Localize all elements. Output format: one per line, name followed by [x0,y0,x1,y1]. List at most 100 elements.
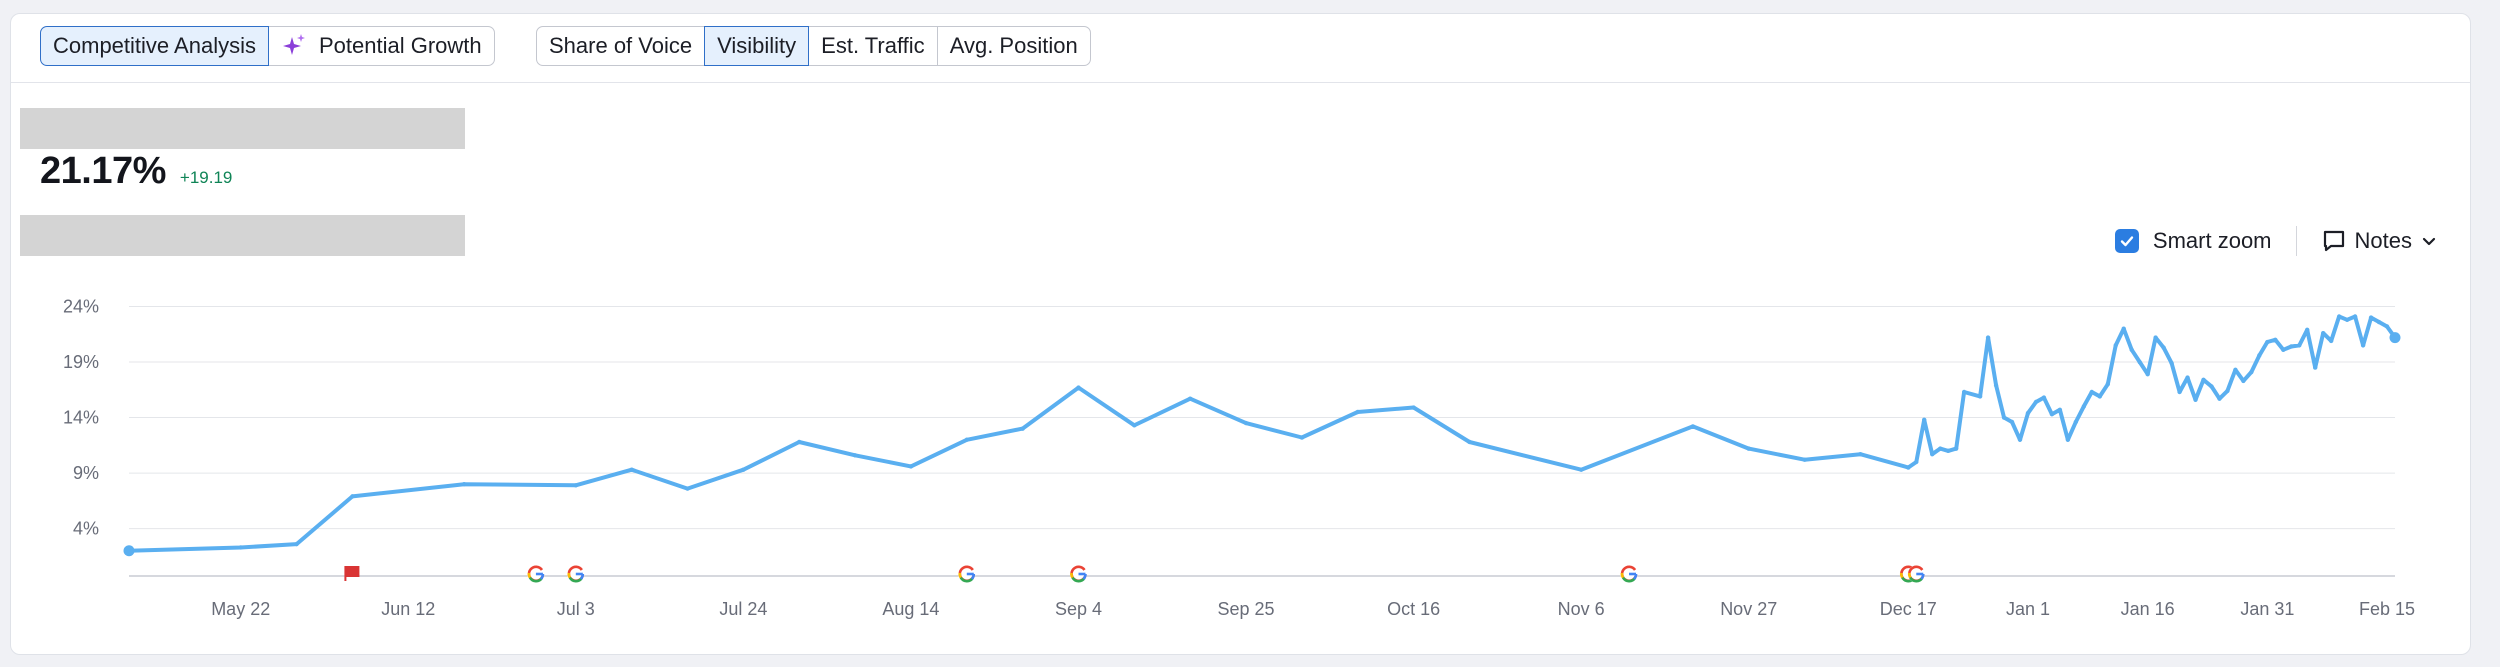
tab-competitive-analysis[interactable]: Competitive Analysis [40,26,269,66]
data-point [1467,439,1472,445]
x-axis-tick-label: Sep 4 [1055,599,1102,619]
data-point [2265,339,2270,345]
tab-visibility[interactable]: Visibility [704,26,810,66]
data-point [1977,394,1983,399]
data-point [2233,367,2238,372]
data-point [2065,437,2071,442]
data-point [2089,389,2095,395]
notes-dropdown[interactable]: Notes [2321,228,2438,254]
data-point [294,541,299,547]
x-axis-tick-label: Jan 31 [2240,599,2294,619]
visibility-chart[interactable]: 24% 19% 14% 9% 4% May 22 Jun 12 Jul 3 Jul 24 Aug … [11,14,2470,654]
data-point [2097,394,2102,399]
data-point [350,494,355,499]
data-point [1961,389,1967,395]
redacted-legend-block [20,215,465,256]
series-end-point[interactable] [2389,332,2401,344]
smart-zoom-checkbox[interactable] [2114,229,2139,253]
data-point [1930,451,1935,457]
toolbar: Competitive Analysis Potential Growth Sh… [11,14,2470,83]
tab-avg-position[interactable]: Avg. Position [936,26,1091,66]
note-flag-icon[interactable] [345,566,360,577]
tab-share-of-voice[interactable]: Share of Voice [536,26,706,66]
analysis-toggle: Competitive Analysis Potential Growth [40,26,495,66]
google-icon-arc-blue [1082,573,1087,580]
data-point [2257,353,2262,358]
data-point [1020,426,1025,431]
data-point [2336,314,2342,319]
data-point [2368,315,2374,320]
data-point [2185,375,2190,380]
x-axis-tick-label: Jan 1 [2006,599,2050,619]
data-point [797,439,802,445]
data-point [1299,435,1305,440]
x-axis-tick-label: Oct 16 [1387,599,1440,619]
data-point [2081,404,2087,409]
data-point [2121,326,2126,331]
data-point [964,437,969,442]
tab-label: Potential Growth [318,33,482,58]
x-axis-tick-label: Feb 15 [2359,599,2415,619]
notes-label: Notes [2354,228,2412,253]
chevron-down-icon [2422,237,2436,246]
smart-zoom-label[interactable]: Smart zoom [2152,228,2272,253]
data-point [2320,330,2326,336]
google-icon-arc-blue [1633,573,1638,580]
google-icon-arc-yellow [1070,572,1074,579]
x-axis-tick-label: Aug 14 [882,599,939,619]
tab-label: Share of Voice [549,33,693,58]
visibility-delta: +19.19 [179,168,233,187]
visibility-card: Competitive Analysis Potential Growth Sh… [10,13,2471,655]
google-icon-arc-yellow [1907,572,1912,579]
google-icon-arc-blue [539,573,545,580]
data-point [1187,396,1193,401]
check-icon [2120,236,2134,247]
tab-est-traffic[interactable]: Est. Traffic [808,26,938,66]
x-axis-tick-label: Jan 16 [2121,599,2175,619]
data-point [1922,417,1927,422]
chart-controls: Smart zoom Notes [2114,221,2438,261]
data-point [1802,457,1807,462]
data-point [1938,446,1943,451]
data-point [2328,338,2334,344]
x-axis-tick-label: Nov 27 [1720,599,1777,619]
series-start-point[interactable] [123,545,135,557]
data-point [1355,409,1360,415]
data-point [2289,344,2294,349]
data-point [2297,343,2302,348]
google-icon-arc-yellow [527,572,532,579]
data-point [461,481,467,487]
data-point [2201,377,2206,382]
data-point [2113,343,2118,348]
visibility-value: 21.17% [40,150,166,192]
data-point [1993,383,1999,388]
data-point [2384,324,2390,329]
data-point [1914,459,1919,465]
y-axis-tick-label: 4% [73,519,99,539]
data-point [2209,384,2214,389]
x-axis-tick-label: Nov 6 [1558,599,1605,619]
google-icon-arc-yellow [1620,572,1625,579]
tab-potential-growth[interactable]: Potential Growth [267,26,495,66]
data-point [2041,395,2047,400]
data-point [2137,359,2142,365]
data-point [1076,385,1081,390]
x-axis-tick-label: May 22 [211,599,270,619]
google-icon-arc-blue [1920,573,1925,580]
comment-icon [2323,230,2344,252]
data-point [2241,378,2246,384]
data-point [2376,319,2382,325]
data-point [1411,405,1416,410]
data-point [2249,369,2254,375]
google-icon-arc-yellow [958,572,962,579]
x-axis-tick-label: Sep 25 [1218,599,1275,619]
data-point [1906,465,1911,470]
google-icon-arc-yellow [1899,572,1904,579]
data-point [238,545,243,550]
visibility-line [127,314,2397,553]
tab-label: Est. Traffic [821,33,925,58]
y-axis-tick-label: 24% [63,297,99,317]
data-point [1953,446,1959,451]
data-point [2360,343,2366,348]
data-point [2177,389,2182,395]
